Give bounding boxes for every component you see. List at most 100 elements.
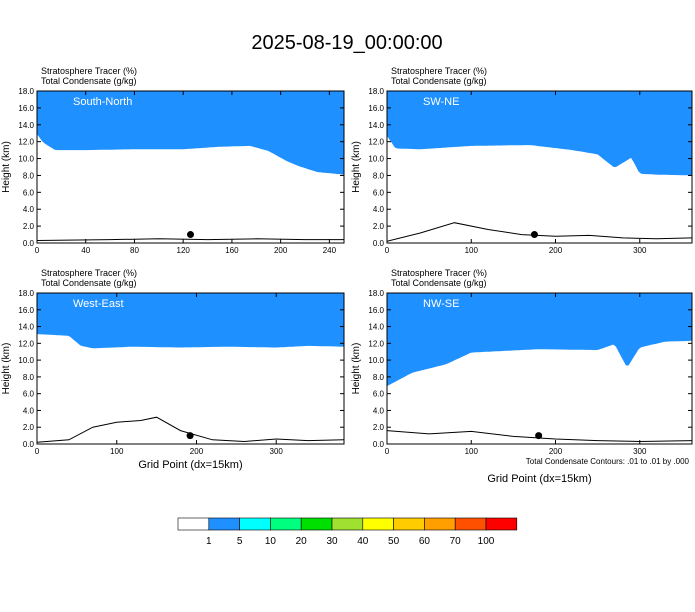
terrain-line: [387, 222, 692, 242]
colorbar-label: 60: [419, 536, 431, 547]
station-marker: [187, 231, 194, 239]
y-axis-label: Height (km): [1, 343, 12, 395]
station-marker: [535, 432, 543, 440]
y-tick-label: 6.0: [373, 390, 385, 399]
panel-header-tracer: Stratosphere Tracer (%): [391, 66, 487, 76]
colorbar-swatch: [331, 517, 364, 531]
plot-area: [387, 293, 692, 444]
x-tick-label: 200: [549, 447, 563, 456]
y-tick-label: 14.0: [368, 121, 384, 130]
y-tick-label: 0.0: [373, 440, 385, 449]
y-tick-label: 4.0: [373, 406, 385, 415]
y-tick-label: 8.0: [373, 171, 385, 180]
y-tick-label: 6.0: [23, 390, 35, 399]
colorbar-swatch: [270, 517, 302, 531]
colorbar-swatch: [239, 517, 271, 531]
panel-label: NW-SE: [423, 298, 459, 310]
y-tick-label: 14.0: [18, 323, 34, 332]
x-tick-label: 40: [81, 246, 90, 255]
colorbar-label: 5: [237, 536, 243, 547]
station-marker: [530, 231, 538, 239]
y-tick-label: 6.0: [23, 188, 35, 197]
y-tick-label: 8.0: [373, 373, 385, 382]
colorbar-label: 40: [357, 536, 369, 547]
colorbar-swatch: [485, 517, 518, 531]
colorbar-label: 50: [388, 536, 400, 547]
x-axis-label: Grid Point (dx=15km): [138, 459, 242, 471]
y-tick-label: 12.0: [368, 138, 384, 147]
terrain-line: [37, 238, 344, 241]
colorbar: 1 5 10 20 30 40 50 60 70 100: [177, 517, 518, 547]
colorbar-label: 30: [326, 536, 338, 547]
plot-area: [387, 91, 692, 243]
y-tick-label: 2.0: [23, 423, 35, 432]
panel-header-tracer: Stratosphere Tracer (%): [391, 268, 487, 278]
x-axis-label: Grid Point (dx=15km): [487, 473, 591, 485]
terrain-line: [387, 430, 692, 443]
y-tick-label: 12.0: [368, 339, 384, 348]
panel-west-east: Stratosphere Tracer (%)Total Condensate …: [1, 268, 345, 471]
panel-header-condensate: Total Condensate (g/kg): [391, 76, 487, 86]
colorbar-swatch: [393, 517, 425, 531]
y-tick-label: 14.0: [368, 323, 384, 332]
tracer-band: [37, 293, 344, 349]
x-tick-label: 100: [465, 447, 479, 456]
panel-label: West-East: [73, 298, 124, 310]
panel-header-condensate: Total Condensate (g/kg): [41, 76, 137, 86]
y-tick-label: 6.0: [373, 188, 385, 197]
panel-label: South-North: [73, 96, 132, 108]
panel-nw-se: Stratosphere Tracer (%)Total Condensate …: [351, 268, 693, 485]
colorbar-swatch: [208, 517, 240, 531]
panel-header-tracer: Stratosphere Tracer (%): [41, 268, 137, 278]
y-tick-label: 12.0: [18, 138, 34, 147]
colorbar-label: 10: [265, 536, 277, 547]
x-tick-label: 300: [270, 447, 284, 456]
x-tick-label: 100: [465, 246, 479, 255]
colorbar-swatch: [454, 517, 487, 531]
x-tick-label: 120: [177, 246, 191, 255]
y-tick-label: 18.0: [368, 289, 384, 298]
y-tick-label: 18.0: [18, 289, 34, 298]
x-tick-label: 0: [385, 246, 390, 255]
terrain-line: [37, 416, 344, 443]
plot-frame: [386, 292, 693, 445]
plot-frame: [36, 90, 345, 244]
x-tick-label: 100: [110, 447, 124, 456]
panel-header-tracer: Stratosphere Tracer (%): [41, 66, 137, 76]
y-axis-label: Height (km): [1, 141, 12, 193]
y-tick-label: 0.0: [23, 239, 35, 248]
y-tick-label: 14.0: [18, 121, 34, 130]
panel-header-condensate: Total Condensate (g/kg): [391, 278, 487, 288]
panel-sw-ne: Stratosphere Tracer (%)Total Condensate …: [351, 66, 693, 255]
colorbar-label: 100: [478, 536, 495, 547]
x-tick-label: 200: [549, 246, 563, 255]
y-tick-label: 2.0: [23, 222, 35, 231]
y-tick-label: 18.0: [18, 87, 34, 96]
x-tick-label: 300: [633, 246, 647, 255]
tracer-band: [387, 91, 692, 176]
y-axis-label: Height (km): [351, 343, 362, 395]
y-tick-label: 10.0: [18, 155, 34, 164]
colorbar-label: 20: [296, 536, 308, 547]
colorbar-swatch: [424, 517, 456, 531]
tracer-band: [387, 293, 692, 387]
plot-frame: [36, 292, 345, 445]
contour-note: Total Condensate Contours: .01 to .01 by…: [526, 457, 690, 466]
tracer-band: [37, 91, 344, 175]
y-tick-label: 0.0: [373, 239, 385, 248]
x-tick-label: 240: [323, 246, 337, 255]
y-tick-label: 4.0: [373, 205, 385, 214]
y-tick-label: 10.0: [368, 155, 384, 164]
x-tick-label: 200: [274, 246, 288, 255]
station-marker: [186, 432, 194, 440]
plot-frame: [386, 90, 693, 244]
x-tick-label: 200: [190, 447, 204, 456]
y-tick-label: 2.0: [373, 423, 385, 432]
x-tick-label: 0: [35, 447, 40, 456]
colorbar-label: 1: [206, 536, 212, 547]
y-tick-label: 10.0: [18, 356, 34, 365]
x-tick-label: 300: [633, 447, 647, 456]
y-tick-label: 12.0: [18, 339, 34, 348]
y-tick-label: 4.0: [23, 205, 35, 214]
colorbar-label: 70: [450, 536, 462, 547]
